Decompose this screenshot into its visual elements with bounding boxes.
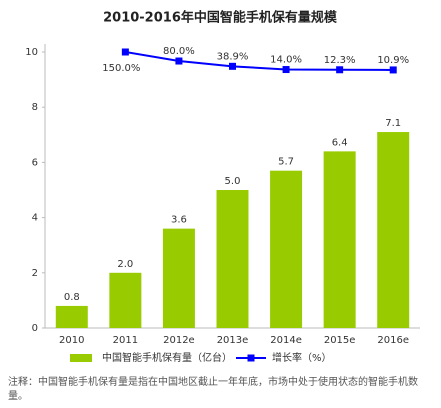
line-marker — [389, 66, 397, 74]
y-tick-label: 4 — [32, 213, 38, 224]
line-value-label: 150.0% — [102, 63, 140, 74]
y-tick-label: 0 — [32, 323, 38, 334]
line-marker — [175, 57, 183, 65]
x-tick-label: 2010 — [59, 335, 84, 346]
bar — [109, 272, 142, 328]
bar — [270, 170, 303, 328]
bar-value-label: 5.7 — [278, 157, 294, 168]
bar — [162, 228, 195, 328]
bar-value-label: 7.1 — [385, 118, 401, 129]
y-tick-label: 10 — [25, 47, 38, 58]
y-tick-label: 2 — [32, 268, 38, 279]
chart-title: 2010-2016年中国智能手机保有量规模 — [103, 10, 338, 26]
line-value-label: 38.9% — [217, 51, 249, 62]
line-value-label: 10.9% — [377, 55, 409, 66]
bar-value-label: 3.6 — [171, 215, 187, 226]
bar-value-label: 2.0 — [117, 259, 133, 270]
legend-label: 中国智能手机保有量（亿台） — [102, 351, 232, 364]
bar — [377, 132, 410, 328]
x-tick-label: 2013e — [217, 335, 249, 346]
bar — [323, 151, 356, 328]
bar-value-label: 0.8 — [64, 292, 80, 303]
x-tick-label: 2012e — [163, 335, 195, 346]
footnote: 注释：中国智能手机保有量是指在中国地区截止一年年底，市场中处于使用状态的智能手机… — [8, 377, 418, 402]
line-value-label: 14.0% — [270, 55, 302, 66]
bar — [216, 190, 249, 328]
bar — [55, 305, 88, 328]
line-marker — [229, 62, 236, 70]
legend-label: 增长率（%） — [272, 351, 332, 364]
line-marker — [336, 66, 344, 74]
line-value-label: 12.3% — [324, 55, 356, 66]
x-tick-label: 2015e — [324, 335, 356, 346]
x-tick-label: 2016e — [377, 335, 409, 346]
line — [125, 51, 394, 71]
y-tick-label: 6 — [32, 157, 38, 168]
line-value-label: 80.0% — [163, 46, 195, 57]
line-marker — [121, 48, 129, 56]
x-tick-label: 2011 — [113, 335, 138, 346]
bar-value-label: 6.4 — [332, 137, 348, 148]
x-tick-label: 2014e — [270, 335, 302, 346]
line-marker — [282, 66, 290, 74]
legend-swatch — [247, 354, 255, 362]
chart: 2010-2016年中国智能手机保有量规模 0 2 4 6 8 10 2010 2011 201… — [25, 10, 420, 364]
y-tick-label: 8 — [32, 102, 38, 113]
legend-swatch — [70, 354, 92, 362]
bar-value-label: 5.0 — [225, 176, 241, 187]
